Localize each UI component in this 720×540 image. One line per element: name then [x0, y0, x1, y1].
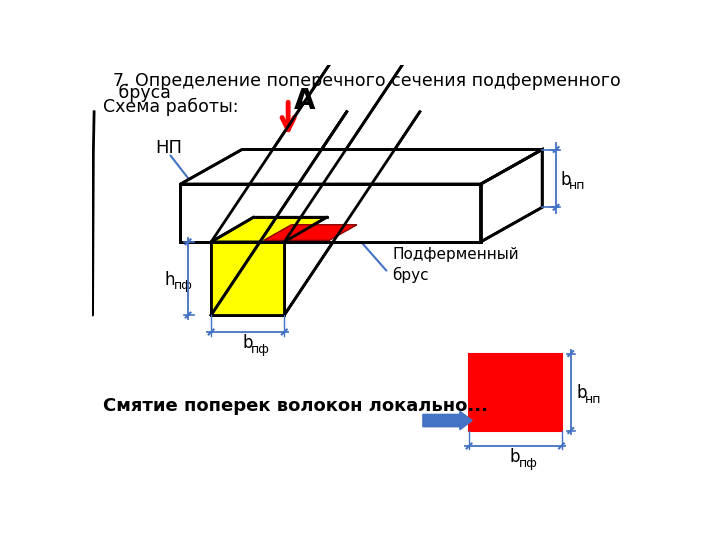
Text: b: b: [576, 384, 587, 402]
Text: b: b: [510, 448, 521, 466]
Polygon shape: [481, 150, 542, 242]
Text: пф: пф: [251, 343, 270, 356]
Polygon shape: [180, 150, 542, 184]
Text: Подферменный
брус: Подферменный брус: [392, 247, 518, 284]
Polygon shape: [211, 242, 284, 315]
FancyArrow shape: [423, 411, 472, 430]
Polygon shape: [211, 242, 284, 315]
Bar: [469, 354, 562, 430]
Text: пф: пф: [518, 457, 537, 470]
Text: h: h: [165, 271, 176, 289]
Text: A: A: [294, 87, 316, 114]
Text: бруса: бруса: [113, 84, 171, 102]
Text: Схема работы:: Схема работы:: [104, 98, 239, 116]
Polygon shape: [180, 184, 481, 242]
Text: b: b: [243, 334, 253, 352]
Text: нп: нп: [570, 179, 585, 192]
Text: 7. Определение поперечного сечения подферменного: 7. Определение поперечного сечения подфе…: [113, 72, 621, 91]
Polygon shape: [264, 225, 357, 240]
Text: НП: НП: [155, 139, 182, 157]
Text: b: b: [561, 171, 571, 188]
Text: нп: нп: [585, 393, 601, 406]
Text: Смятие поперек волокон локально...: Смятие поперек волокон локально...: [104, 397, 488, 415]
Polygon shape: [211, 217, 327, 242]
Text: пф: пф: [174, 279, 193, 292]
